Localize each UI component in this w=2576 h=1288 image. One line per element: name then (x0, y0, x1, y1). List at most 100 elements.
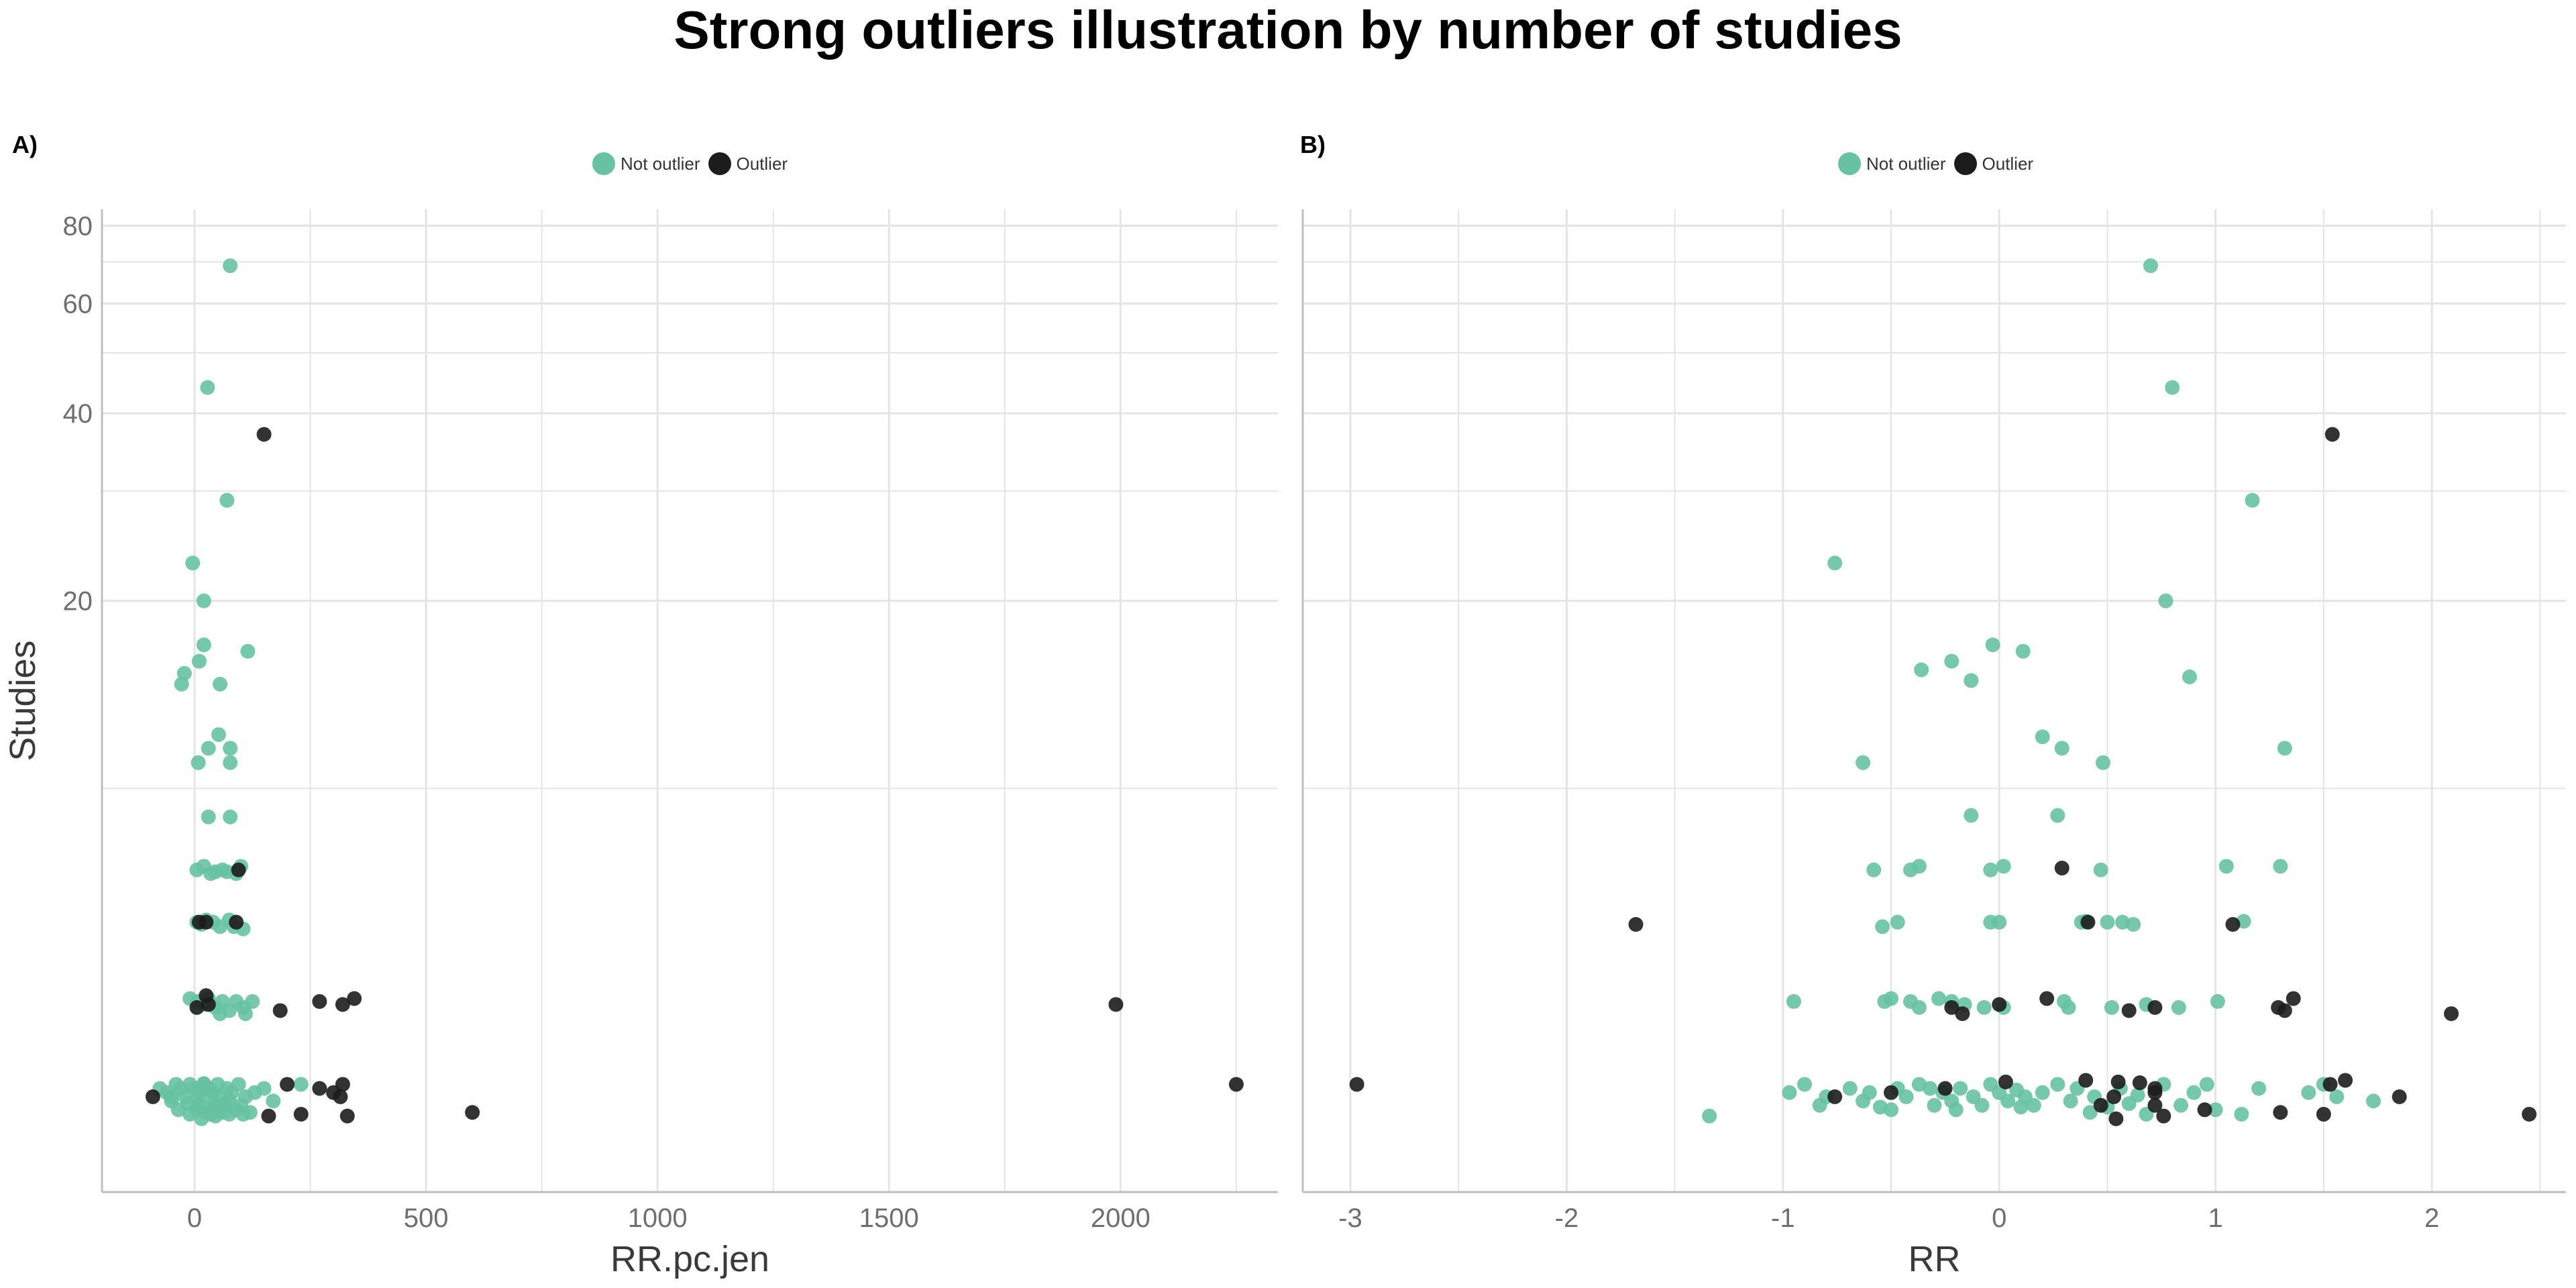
panel-b-not-outlier-point (2063, 1093, 2078, 1109)
panel-a-x-tick-label: 2000 (1091, 1203, 1150, 1233)
panel-b-outlier-point (2197, 1102, 2212, 1118)
panel-b-not-outlier-point (1948, 1102, 1964, 1118)
panel-b-outlier-point (1955, 1006, 1970, 1022)
panel-b-not-outlier-point (1911, 859, 1927, 874)
panel-b-not-outlier-point (1964, 673, 1979, 688)
panel-b-outlier-point (2392, 1089, 2407, 1104)
panel-a-not-outlier-point (223, 258, 238, 274)
panel-b-not-outlier-point (1827, 555, 1843, 571)
panel-b-not-outlier-point (2329, 1089, 2345, 1104)
panel-b-not-outlier-point (2035, 729, 2050, 745)
panel-a-not-outlier-point (164, 1093, 179, 1109)
panel-a-outlier-point (347, 991, 362, 1006)
panel-b-not-outlier-point (2277, 741, 2292, 756)
panel-a-not-outlier-point (201, 809, 216, 824)
panel-b-not-outlier-point (2061, 1000, 2076, 1015)
panel-b-outlier-point (1349, 1077, 1364, 1092)
panel-b-outlier-point (2444, 1006, 2459, 1022)
panel-a-not-outlier-point (256, 1081, 272, 1096)
panel-b-outlier-point (2522, 1106, 2537, 1122)
legend-outlier-dot (1953, 152, 1977, 175)
panel-a-outlier-point (201, 997, 216, 1012)
panel-a-not-outlier-point (196, 637, 211, 653)
panel-a-y-tick-label: 20 (63, 587, 93, 616)
panel-b-not-outlier-point (2050, 1077, 2065, 1092)
panel-a-not-outlier-point (237, 1006, 253, 1022)
panel-b-outlier-point (2273, 1105, 2288, 1120)
panel-b-x-tick-label: 2 (2424, 1203, 2439, 1233)
panel-b-outlier-point (2338, 1073, 2353, 1088)
panel-a-not-outlier-point (191, 1097, 207, 1113)
panel-a-not-outlier-point (219, 492, 235, 508)
panel-a-outlier-point (1108, 997, 1124, 1012)
legend-outlier-label: Outlier (736, 153, 788, 174)
panel-a-x-axis-title: RR.pc.jen (610, 1239, 769, 1279)
panel-a-outlier-point (335, 997, 350, 1012)
panel-b-not-outlier-point (1884, 991, 1899, 1006)
panel-a-not-outlier-point (245, 994, 260, 1009)
panel-a-not-outlier-point (212, 676, 227, 692)
panel-a-not-outlier-point (180, 1096, 195, 1112)
panel-b-not-outlier-point (1996, 859, 2011, 874)
panel-b-outlier-point (2110, 1074, 2126, 1089)
legend-not-outlier-dot (1838, 152, 1861, 175)
panel-b-not-outlier-point (2035, 1085, 2050, 1100)
panel-b-outlier-point (2132, 1075, 2147, 1091)
panel-b-outlier-point (1992, 997, 2007, 1012)
panel-b-outlier-point (2147, 1085, 2163, 1100)
panel-a-x-tick-label: 1000 (628, 1203, 688, 1233)
panel-b-not-outlier-point (2366, 1093, 2381, 1109)
panel-a-outlier-point (229, 914, 244, 930)
panel-a-outlier-point (280, 1077, 295, 1092)
panel-b-not-outlier-point (1702, 1108, 1717, 1124)
legend-not-outlier-label: Not outlier (1866, 153, 1946, 174)
panel-a-not-outlier-point (233, 1097, 249, 1113)
panel-b-not-outlier-point (1944, 653, 1960, 669)
legend-a: Not outlier Outlier (592, 149, 796, 178)
panel-b-outlier-point (2121, 1003, 2137, 1018)
panel-a-not-outlier-point (185, 555, 201, 571)
panel-a-outlier-point (339, 1108, 355, 1124)
panel-a-outlier-point (199, 914, 214, 930)
panel-b-not-outlier-point (2015, 643, 2031, 659)
panel-b-not-outlier-point (1890, 914, 1905, 930)
panel-b-not-outlier-point (2126, 916, 2141, 932)
panel-b-not-outlier-point (1911, 1000, 1927, 1015)
panel-b-x-axis-title: RR (1909, 1239, 1961, 1279)
panel-b-not-outlier-point (1875, 919, 1890, 934)
panel-b-not-outlier-point (2210, 994, 2225, 1009)
panel-b-not-outlier-point (1927, 1097, 1942, 1113)
panel-a-not-outlier-point (191, 755, 206, 770)
panel-b-not-outlier-point (2093, 862, 2108, 877)
panel-a-outlier-point (231, 862, 246, 877)
panel-b-not-outlier-point (2251, 1081, 2267, 1096)
panel-b-not-outlier-point (1842, 1081, 1858, 1096)
panel-a-not-outlier-point (266, 1093, 281, 1109)
panel-a-outlier-point (293, 1106, 309, 1122)
panel-a-y-axis-title: Studies (3, 640, 43, 761)
panel-a-not-outlier-point (231, 1077, 246, 1092)
panel-b-x-tick-label: 1 (2208, 1203, 2223, 1233)
panel-b-not-outlier-point (2000, 1093, 2016, 1109)
panel-b-outlier-point (2080, 914, 2096, 930)
panel-b-not-outlier-point (1976, 1000, 1992, 1015)
legend-not-outlier-dot (592, 152, 615, 175)
panel-b-outlier-point (2093, 1097, 2108, 1113)
panel-b-not-outlier-point (2273, 859, 2288, 874)
panel-a-not-outlier-point (174, 676, 189, 692)
panel-a-outlier-point (312, 994, 327, 1009)
panel-a-x-tick-label: 500 (404, 1203, 449, 1233)
panel-a-not-outlier-point (196, 1076, 211, 1091)
panel-b-not-outlier-point (2026, 1097, 2041, 1113)
panel-a-outlier-point (189, 1000, 205, 1015)
legend-outlier-label: Outlier (1982, 153, 2034, 174)
panel-a-x-tick-label: 0 (187, 1203, 202, 1233)
panel-a-outlier-point (256, 427, 272, 442)
panel-b-outlier-point (2108, 1111, 2124, 1126)
panel-b-x-tick-label: -1 (1771, 1203, 1795, 1233)
panel-b-outlier-point (2147, 1097, 2163, 1113)
panel-b-outlier-point (1884, 1085, 1899, 1100)
panel-a-outlier-point (1228, 1077, 1244, 1092)
panel-b-not-outlier-point (2182, 669, 2197, 685)
